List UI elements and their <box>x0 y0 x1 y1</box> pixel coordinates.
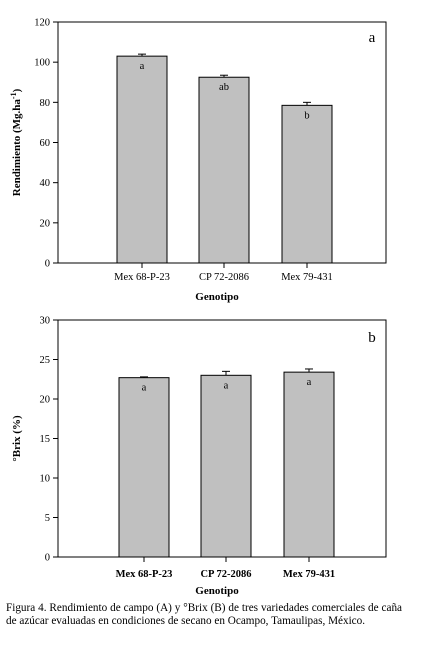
panel-label: a <box>369 30 376 46</box>
y-tick-label: 5 <box>45 513 50 524</box>
significance-letter: b <box>304 110 309 121</box>
bar <box>283 371 335 558</box>
significance-letter: a <box>224 380 229 391</box>
bar <box>198 76 250 264</box>
y-axis-title-main: Rendimiento (Mg.ha <box>11 99 23 197</box>
y-tick-label: 120 <box>34 18 50 29</box>
x-tick-label: Mex 68-P-23 <box>116 569 173 580</box>
y-tick-label: 40 <box>40 178 51 189</box>
y-tick-label: 0 <box>45 553 50 564</box>
y-tick-label: 80 <box>40 98 51 109</box>
y-axis-title: Rendimiento (Mg.ha-1) <box>9 88 23 196</box>
panel-label: b <box>368 330 376 346</box>
y-tick-label: 20 <box>40 395 51 406</box>
chart-panel-a: 0 20 40 60 80 100 120 a Mex 68-P-23 ab CP 72-2086 b… <box>9 18 387 303</box>
bar <box>116 55 168 264</box>
x-axis-title: Genotipo <box>195 585 239 597</box>
significance-letter: a <box>142 383 147 394</box>
figure-caption: Figura 4. Rendimiento de campo (A) y °Br… <box>6 602 402 627</box>
y-tick-label: 20 <box>40 218 51 229</box>
y-tick-label: 25 <box>40 355 51 366</box>
x-tick-label: Mex 79-431 <box>283 569 335 580</box>
significance-letter: a <box>140 61 145 72</box>
x-tick-label: Mex 68-P-23 <box>114 272 170 283</box>
y-tick-label: 0 <box>45 259 50 270</box>
y-axis-title-main: °Brix (%) <box>11 415 23 462</box>
significance-letter: ab <box>219 82 229 93</box>
x-tick-label: Mex 79-431 <box>281 272 333 283</box>
y-tick-label: 15 <box>40 434 51 445</box>
bar <box>281 104 333 264</box>
y-tick-label: 30 <box>40 316 51 327</box>
significance-letter: a <box>307 377 312 388</box>
x-tick-label: CP 72-2086 <box>200 569 251 580</box>
y-axis-title-superscript: -1 <box>9 92 18 99</box>
y-axis-title-end: ) <box>11 88 23 92</box>
bar <box>200 374 252 558</box>
chart-panel-b: 0 5 10 15 20 25 30 a Mex 68-P-23 a CP 72-2086 a Mex … <box>11 316 387 597</box>
y-tick-label: 60 <box>40 138 51 149</box>
bar <box>118 377 170 558</box>
y-tick-label: 100 <box>34 58 50 69</box>
x-axis-title: Genotipo <box>195 291 239 303</box>
x-tick-label: CP 72-2086 <box>199 272 249 283</box>
y-axis-title: °Brix (%) <box>11 415 23 462</box>
y-tick-label: 10 <box>40 474 51 485</box>
